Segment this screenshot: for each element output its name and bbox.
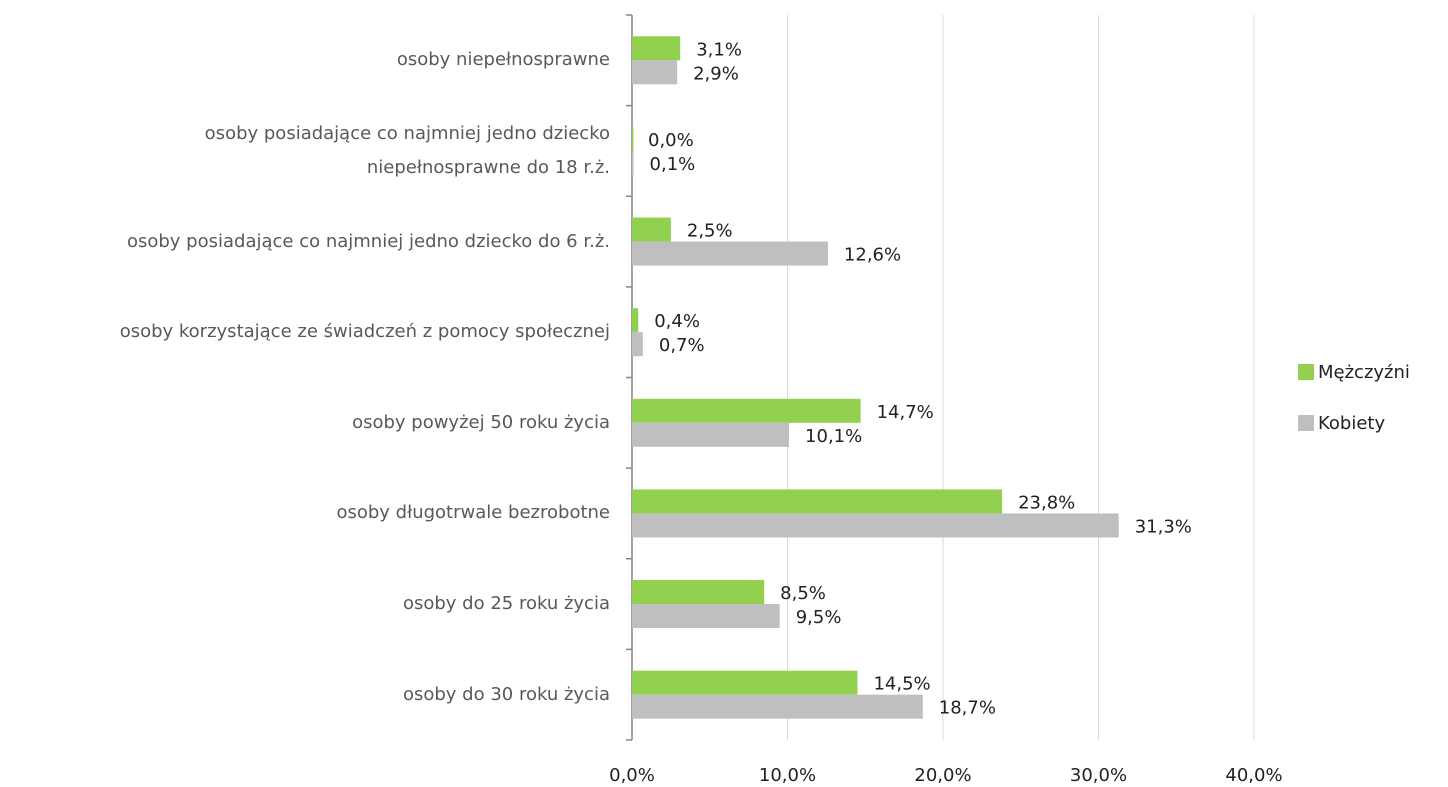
y-tick-label: osoby posiadające co najmniej jedno dzie… [126, 230, 610, 252]
bar [632, 217, 671, 242]
data-label: 0,7% [659, 335, 705, 356]
data-label: 0,4% [654, 311, 700, 332]
x-tick-label: 10,0% [759, 765, 816, 786]
bar [632, 580, 765, 605]
legend-swatch [1298, 364, 1314, 380]
bar [632, 604, 780, 629]
data-label: 12,6% [844, 245, 901, 266]
y-tick-label: osoby do 25 roku życia [402, 593, 610, 615]
data-label: 23,8% [1018, 492, 1075, 513]
data-label: 31,3% [1135, 516, 1192, 537]
x-tick-label: 0,0% [609, 765, 655, 786]
data-label: 3,1% [696, 39, 742, 60]
bar [632, 694, 923, 719]
data-label: 14,5% [873, 674, 930, 695]
bar [632, 126, 634, 151]
bar [632, 241, 828, 266]
data-label: 18,7% [939, 698, 996, 719]
legend-label: Kobiety [1318, 413, 1385, 434]
data-label: 2,9% [693, 63, 739, 84]
data-label: 14,7% [877, 402, 934, 423]
bar [632, 489, 1003, 514]
bar [632, 332, 643, 357]
legend-swatch [1298, 415, 1314, 431]
bar [632, 670, 858, 695]
data-label: 9,5% [796, 607, 842, 628]
bar [632, 150, 634, 175]
bar [632, 60, 678, 85]
y-tick-label: osoby korzystające ze świadczeń z pomocy… [119, 321, 610, 343]
bar [632, 513, 1119, 538]
x-tick-label: 40,0% [1225, 765, 1282, 786]
bar [632, 422, 790, 447]
y-tick-label: osoby powyżej 50 roku życia [352, 411, 610, 433]
bar [632, 308, 639, 333]
bar [632, 36, 681, 61]
legend-label: Mężczyźni [1318, 362, 1410, 383]
y-tick-label: osoby posiadające co najmniej jedno dzie… [204, 122, 610, 178]
data-label: 10,1% [805, 426, 862, 447]
data-label: 2,5% [687, 221, 733, 242]
data-label: 0,1% [650, 154, 696, 175]
y-tick-label: osoby do 30 roku życia [402, 683, 610, 705]
data-label: 8,5% [780, 583, 826, 604]
x-tick-label: 20,0% [914, 765, 971, 786]
x-tick-label: 30,0% [1070, 765, 1127, 786]
data-label: 0,0% [648, 130, 694, 151]
bar [632, 398, 861, 423]
y-tick-label: osoby długotrwale bezrobotne [336, 502, 610, 524]
y-tick-label: osoby niepełnosprawne [396, 49, 610, 71]
